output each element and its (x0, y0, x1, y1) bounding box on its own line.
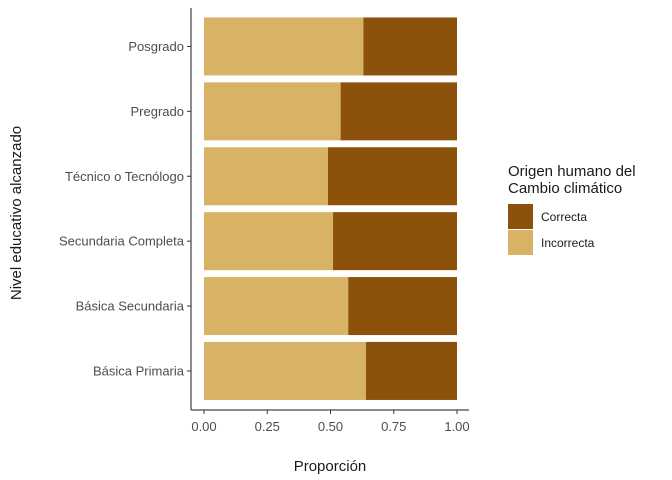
bar-correcta-0 (363, 17, 457, 76)
x-axis-ticks: 0.00 0.25 0.50 0.75 1.00 (191, 410, 470, 434)
legend: Origen humano del Cambio climático Corre… (508, 163, 636, 255)
legend-label-correcta: Correcta (541, 210, 587, 224)
y-tick-label: Técnico o Tecnólogo (65, 169, 184, 184)
legend-items: Correcta Incorrecta (508, 204, 595, 255)
y-tick-label: Básica Primaria (93, 363, 185, 378)
legend-label-incorrecta: Incorrecta (541, 236, 595, 250)
bar-incorrecta-0 (204, 17, 364, 76)
bar-correcta-5 (365, 341, 457, 400)
x-axis-title: Proporción (294, 458, 367, 475)
bar-incorrecta-4 (204, 277, 349, 336)
y-axis-ticks: Posgrado Pregrado Técnico o Tecnólogo Secun… (59, 39, 191, 378)
bar-correcta-3 (333, 212, 457, 271)
x-tick-label: 0.00 (191, 419, 216, 434)
legend-title-line-2: Cambio climático (508, 180, 622, 197)
y-tick-label: Básica Secundaria (76, 299, 185, 314)
y-tick-label: Posgrado (128, 39, 184, 54)
bar-incorrecta-5 (204, 341, 366, 400)
bar-correcta-1 (340, 82, 457, 141)
bar-incorrecta-2 (204, 147, 328, 206)
y-tick-label: Pregrado (131, 104, 184, 119)
bar-correcta-2 (327, 147, 457, 206)
x-tick-label: 0.75 (381, 419, 406, 434)
x-tick-label: 0.25 (255, 419, 280, 434)
legend-title-line-1: Origen humano del (508, 163, 636, 180)
bar-incorrecta-1 (204, 82, 341, 141)
legend-key-correcta (508, 204, 533, 229)
y-tick-label: Secundaria Completa (59, 234, 185, 249)
bars-layer (204, 17, 457, 400)
legend-key-incorrecta (508, 230, 533, 255)
bar-incorrecta-3 (204, 212, 334, 271)
x-tick-label: 0.50 (318, 419, 343, 434)
x-tick-label: 1.00 (444, 419, 469, 434)
y-axis-title: Nivel educativo alcanzado (8, 126, 25, 300)
bar-correcta-4 (348, 277, 457, 336)
